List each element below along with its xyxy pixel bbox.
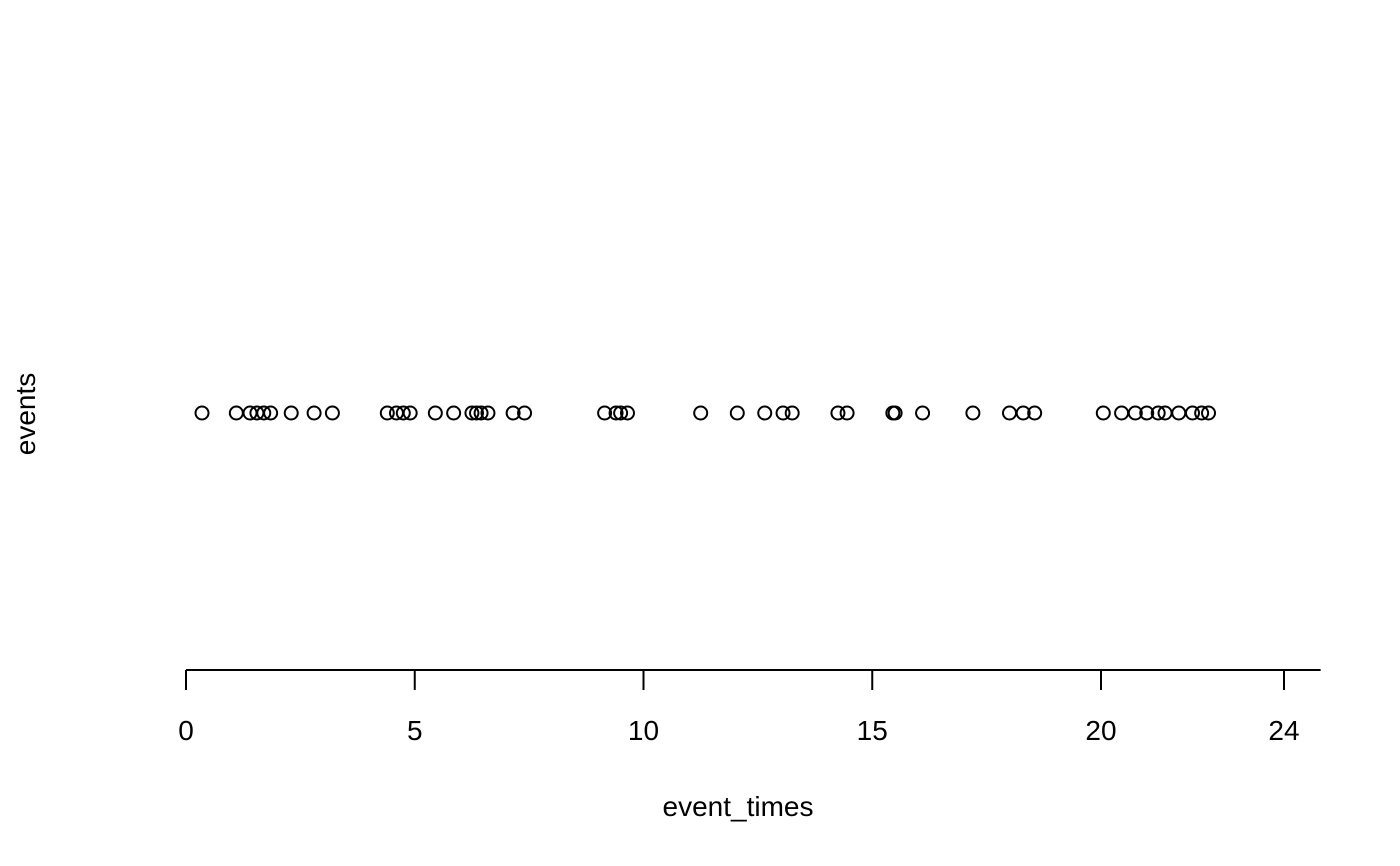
event-point xyxy=(1150,405,1166,421)
event-point xyxy=(464,405,480,421)
event-point xyxy=(395,405,411,421)
event-point xyxy=(1002,405,1017,421)
event-point xyxy=(1171,405,1187,421)
x-axis-ticks: 0 5 10 15 20 24 xyxy=(178,670,1300,746)
x-tick-label: 15 xyxy=(857,715,888,746)
event-point xyxy=(597,405,613,421)
x-tick-label: 5 xyxy=(407,715,423,746)
event-point xyxy=(757,405,773,421)
points-layer xyxy=(194,405,1217,421)
event-point xyxy=(480,405,496,421)
event-point xyxy=(446,405,462,421)
event-point xyxy=(473,405,489,421)
event-point xyxy=(469,405,485,421)
event-point xyxy=(324,405,340,421)
event-point xyxy=(1114,405,1130,421)
event-point xyxy=(256,405,272,421)
event-point xyxy=(283,405,299,421)
event-point xyxy=(1027,405,1043,421)
x-tick-label: 24 xyxy=(1268,715,1299,746)
event-point xyxy=(1015,405,1031,421)
x-tick-label: 0 xyxy=(178,715,194,746)
event-point xyxy=(1194,405,1210,421)
event-point xyxy=(887,405,903,421)
event-point xyxy=(194,405,210,421)
event-point xyxy=(613,405,629,421)
event-point xyxy=(839,405,855,421)
event-point xyxy=(608,405,624,421)
event-point xyxy=(619,405,635,421)
event-point xyxy=(517,405,533,421)
event-point xyxy=(830,405,846,421)
event-point xyxy=(379,405,395,421)
event-point xyxy=(427,405,443,421)
event-point xyxy=(1139,405,1155,421)
y-axis-title: events xyxy=(10,373,41,456)
x-tick-label: 20 xyxy=(1085,715,1116,746)
event-point xyxy=(1095,405,1111,421)
event-point xyxy=(915,405,931,421)
event-point xyxy=(1201,405,1217,421)
event-point xyxy=(1185,405,1200,421)
event-point xyxy=(505,405,521,421)
x-tick-label: 10 xyxy=(628,715,659,746)
event-point xyxy=(965,405,981,421)
event-point xyxy=(306,405,322,421)
event-point xyxy=(775,405,791,421)
event-point xyxy=(729,405,745,421)
event-point xyxy=(228,405,244,421)
event-point xyxy=(402,405,418,421)
event-point xyxy=(1127,405,1143,421)
event-point xyxy=(693,405,709,421)
event-point xyxy=(263,405,279,421)
event-point xyxy=(784,405,800,421)
x-axis-title: event_times xyxy=(663,791,814,822)
